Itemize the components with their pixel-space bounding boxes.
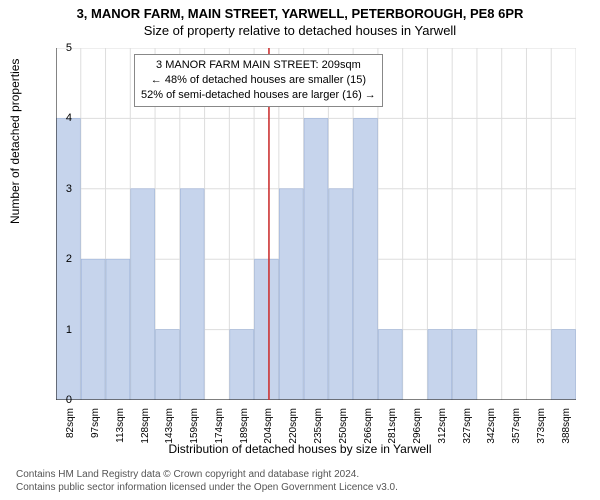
x-tick-label: 327sqm [462, 408, 473, 444]
y-tick-label: 0 [66, 394, 72, 406]
x-tick-label: 159sqm [189, 408, 200, 444]
y-tick-label: 2 [66, 253, 72, 265]
x-tick-label: 266sqm [363, 408, 374, 444]
x-tick-label: 97sqm [90, 408, 101, 438]
footer-attribution: Contains HM Land Registry data © Crown c… [16, 468, 398, 494]
footer-line-2: Contains public sector information licen… [16, 481, 398, 494]
chart-plot-area: 3 MANOR FARM MAIN STREET: 209sqm ← 48% o… [56, 48, 576, 400]
y-tick-label: 4 [66, 112, 72, 124]
x-tick-label: 296sqm [412, 408, 423, 444]
x-tick-label: 235sqm [313, 408, 324, 444]
annotation-line-2: ← 48% of detached houses are smaller (15… [141, 73, 376, 88]
chart-title-sub: Size of property relative to detached ho… [0, 21, 600, 38]
annotation-line-1: 3 MANOR FARM MAIN STREET: 209sqm [141, 58, 376, 73]
chart-title-main: 3, MANOR FARM, MAIN STREET, YARWELL, PET… [0, 0, 600, 21]
x-tick-label: 281sqm [387, 408, 398, 444]
x-tick-label: 342sqm [486, 408, 497, 444]
x-tick-label: 82sqm [65, 408, 76, 438]
y-tick-label: 3 [66, 183, 72, 195]
x-tick-label: 250sqm [338, 408, 349, 444]
y-axis-label: Number of detached properties [8, 59, 22, 224]
x-tick-label: 220sqm [288, 408, 299, 444]
x-tick-label: 312sqm [437, 408, 448, 444]
x-tick-label: 357sqm [511, 408, 522, 444]
annotation-line-3: 52% of semi-detached houses are larger (… [141, 88, 376, 103]
x-tick-label: 128sqm [140, 408, 151, 444]
x-tick-label: 204sqm [263, 408, 274, 444]
y-tick-label: 5 [66, 42, 72, 54]
x-tick-label: 388sqm [561, 408, 572, 444]
x-tick-label: 189sqm [239, 408, 250, 444]
x-tick-label: 174sqm [214, 408, 225, 444]
y-tick-label: 1 [66, 324, 72, 336]
x-tick-label: 113sqm [115, 408, 126, 443]
x-tick-label: 143sqm [164, 408, 175, 444]
x-tick-label: 373sqm [536, 408, 547, 444]
x-axis-label: Distribution of detached houses by size … [0, 442, 600, 456]
footer-line-1: Contains HM Land Registry data © Crown c… [16, 468, 398, 481]
annotation-box: 3 MANOR FARM MAIN STREET: 209sqm ← 48% o… [134, 54, 383, 107]
